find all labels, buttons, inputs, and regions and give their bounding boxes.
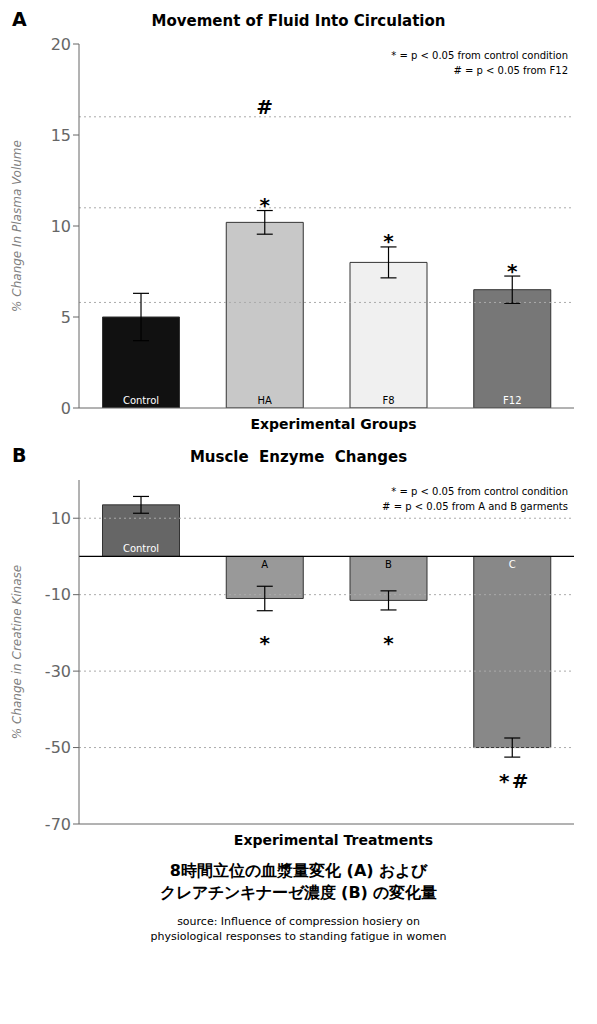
svg-text:B: B bbox=[385, 559, 392, 570]
svg-text:15: 15 bbox=[51, 126, 71, 145]
svg-text:#: # bbox=[512, 769, 529, 793]
svg-text:Control: Control bbox=[123, 395, 159, 406]
html-text:B: B bbox=[12, 444, 27, 466]
html-text:source: Influence of compressi: source: Influence of compression hosiery… bbox=[150, 915, 447, 943]
svg-text:F12: F12 bbox=[503, 395, 521, 406]
svg-text:0: 0 bbox=[61, 399, 71, 414]
html-text:# = p < 0.05 from A and B garm: # = p < 0.05 from A and B garments bbox=[382, 501, 568, 512]
html-text:Movement of Fluid Into Circula: Movement of Fluid Into Circulation bbox=[151, 12, 446, 30]
html-text:# = p < 0.05 from F12: # = p < 0.05 from F12 bbox=[453, 65, 568, 76]
svg-text:% Change in Creatine Kinase: % Change in Creatine Kinase bbox=[10, 565, 24, 739]
svg-text:*: * bbox=[383, 229, 394, 253]
svg-text:*: * bbox=[383, 631, 394, 655]
svg-text:-70: -70 bbox=[45, 815, 71, 830]
svg-text:Control: Control bbox=[123, 543, 159, 554]
html-text:* = p < 0.05 from control cond: * = p < 0.05 from control condition bbox=[391, 486, 568, 497]
svg-text:-10: -10 bbox=[45, 585, 71, 604]
svg-text:#: # bbox=[256, 95, 273, 119]
svg-text:C: C bbox=[509, 559, 516, 570]
svg-text:A: A bbox=[261, 559, 268, 570]
html-text:* = p < 0.05 from control cond: * = p < 0.05 from control condition bbox=[391, 50, 568, 61]
html-text:A: A bbox=[12, 8, 27, 30]
html-text:Experimental Treatments: Experimental Treatments bbox=[233, 832, 434, 848]
svg-text:10: 10 bbox=[51, 509, 71, 528]
svg-text:*: * bbox=[499, 769, 510, 793]
svg-text:10: 10 bbox=[51, 217, 71, 236]
svg-text:*: * bbox=[507, 259, 518, 283]
html-text:Experimental Groups: Experimental Groups bbox=[250, 416, 417, 432]
html-text:8時間立位の血漿量変化 (A) および クレアチンキナーゼ濃: 8時間立位の血漿量変化 (A) および クレアチンキナーゼ濃度 (B) の変化量 bbox=[159, 861, 438, 902]
svg-text:*: * bbox=[259, 193, 270, 217]
svg-text:*: * bbox=[259, 631, 270, 655]
svg-text:HA: HA bbox=[258, 395, 273, 406]
svg-text:% Change In Plasma Volume: % Change In Plasma Volume bbox=[10, 140, 24, 312]
svg-text:5: 5 bbox=[61, 308, 71, 327]
svg-text:-30: -30 bbox=[45, 662, 71, 681]
html-text:Muscle Enzyme Changes: Muscle Enzyme Changes bbox=[189, 448, 408, 466]
svg-text:20: 20 bbox=[51, 35, 71, 54]
svg-text:F8: F8 bbox=[382, 395, 394, 406]
svg-text:-50: -50 bbox=[45, 738, 71, 757]
